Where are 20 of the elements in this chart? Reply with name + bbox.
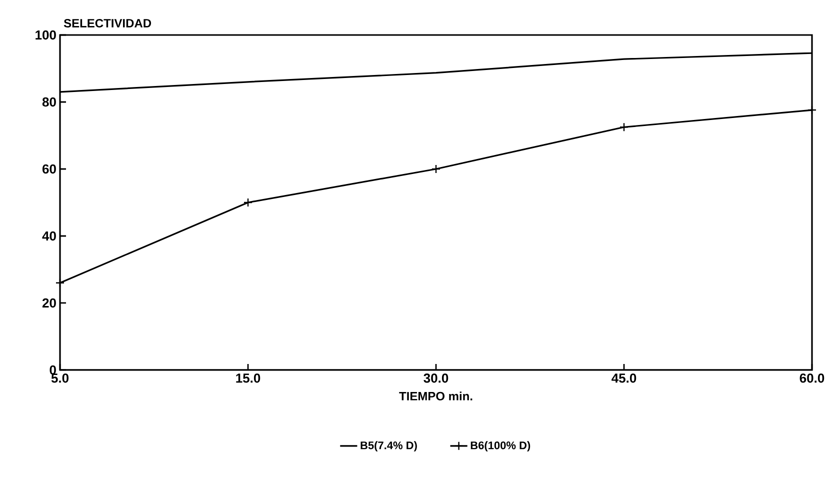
y-tick-label: 0	[50, 365, 56, 375]
legend-label: B5(7.4% D)	[360, 441, 417, 452]
y-axis-title: SELECTIVIDAD	[64, 18, 152, 28]
y-tick-label: 60	[42, 164, 56, 174]
x-tick-label: 15.0	[236, 374, 260, 383]
x-axis-title: TIEMPO min.	[399, 392, 472, 400]
x-tick-label: 5.0	[51, 374, 69, 383]
point	[619, 122, 629, 132]
y-tick-label: 20	[42, 298, 56, 308]
x-tick-label: 45.0	[612, 374, 636, 383]
y-tick-label: 80	[42, 97, 56, 107]
point	[431, 164, 441, 174]
point	[807, 105, 817, 115]
x-tick-label: 30.0	[424, 374, 448, 383]
point	[243, 198, 253, 208]
y-tick-label: 100	[36, 30, 56, 40]
legend-label: B6(100% D)	[470, 441, 530, 452]
y-tick-label: 40	[42, 231, 56, 241]
point	[55, 278, 65, 288]
x-tick-label: 60.0	[800, 374, 824, 383]
